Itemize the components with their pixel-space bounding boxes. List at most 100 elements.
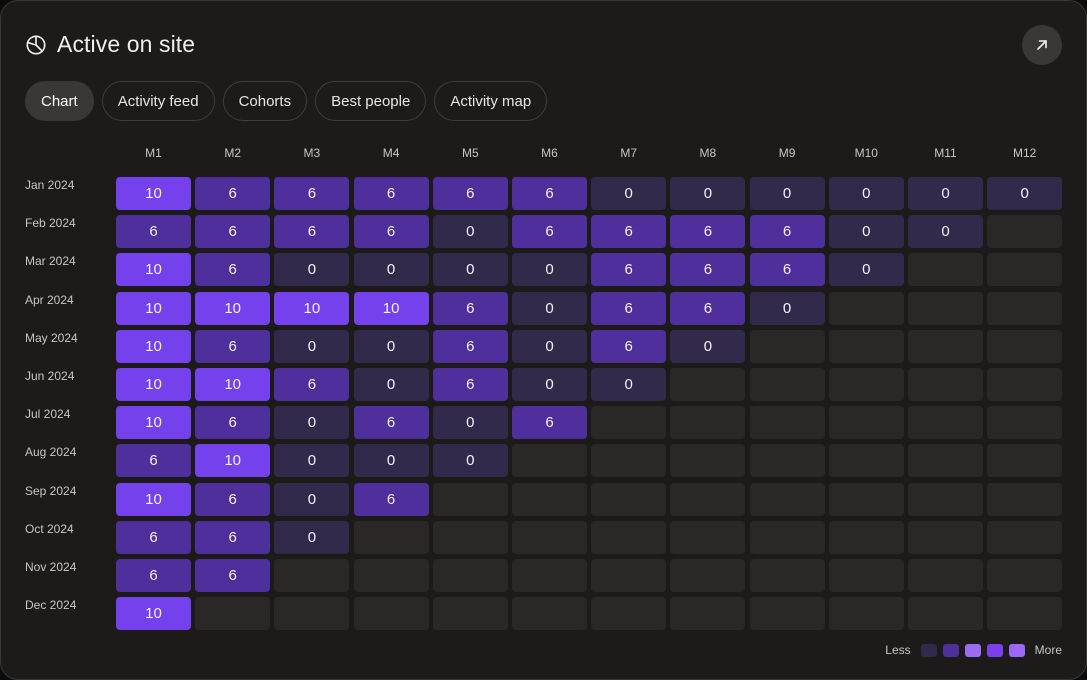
heatmap-cell: 6 bbox=[432, 329, 508, 363]
arrow-up-right-icon bbox=[1037, 40, 1047, 50]
heatmap-cell-empty bbox=[987, 291, 1063, 325]
heatmap-cell: 10 bbox=[116, 482, 191, 516]
tab-chart[interactable]: Chart bbox=[25, 81, 94, 121]
legend-less-label: Less bbox=[885, 643, 911, 657]
heatmap-cell: 6 bbox=[195, 253, 271, 287]
heatmap-cell-empty bbox=[987, 520, 1063, 554]
heatmap-cell-empty bbox=[749, 559, 825, 592]
card-header: Active on site bbox=[25, 31, 195, 58]
row-label: Jan 2024 bbox=[25, 178, 75, 192]
heatmap-cell: 10 bbox=[116, 406, 191, 440]
heatmap-legend: Less More bbox=[885, 643, 1062, 657]
heatmap-cell: 0 bbox=[274, 482, 350, 516]
heatmap-cell-empty bbox=[828, 444, 904, 478]
heatmap-cell-empty bbox=[670, 482, 746, 516]
heatmap-cell: 10 bbox=[116, 291, 191, 325]
heatmap-cell: 6 bbox=[274, 215, 350, 249]
heatmap-cell: 0 bbox=[512, 368, 587, 401]
expand-button[interactable] bbox=[1022, 25, 1062, 65]
heatmap-cell: 0 bbox=[591, 177, 667, 210]
heatmap-cell: 6 bbox=[670, 215, 746, 249]
heatmap-cell: 10 bbox=[274, 291, 350, 325]
heatmap-cell: 6 bbox=[749, 253, 825, 287]
heatmap-cell-empty bbox=[828, 559, 904, 592]
heatmap-cell-empty bbox=[195, 597, 271, 631]
heatmap-cell-empty bbox=[908, 482, 983, 516]
heatmap-cell-empty bbox=[591, 482, 667, 516]
heatmap-cell-empty bbox=[749, 482, 825, 516]
heatmap-cell: 6 bbox=[195, 559, 271, 592]
heatmap-cell-empty bbox=[987, 329, 1063, 363]
heatmap-cell: 10 bbox=[116, 368, 191, 401]
column-header-m4: M4 bbox=[382, 146, 400, 160]
row-label: Jul 2024 bbox=[25, 407, 71, 422]
heatmap-cell: 6 bbox=[749, 215, 825, 249]
heatmap-cell-empty bbox=[432, 482, 508, 516]
heatmap-cell-empty bbox=[749, 368, 825, 401]
heatmap-cell: 6 bbox=[512, 215, 587, 249]
heatmap-cell: 0 bbox=[749, 291, 825, 325]
heatmap-cell-empty bbox=[987, 444, 1063, 478]
heatmap-cell: 6 bbox=[591, 329, 667, 363]
heatmap-cell: 6 bbox=[195, 482, 271, 516]
heatmap-cell: 10 bbox=[195, 368, 271, 401]
heatmap-cell: 0 bbox=[353, 253, 429, 287]
row-label: Sep 2024 bbox=[25, 483, 77, 498]
heatmap-cell-empty bbox=[828, 406, 904, 440]
heatmap-cell: 6 bbox=[670, 291, 746, 325]
heatmap-cell: 0 bbox=[828, 253, 904, 287]
heatmap-cell: 6 bbox=[512, 406, 587, 440]
heatmap-cell-empty bbox=[828, 520, 904, 554]
heatmap-cell-empty bbox=[749, 520, 825, 554]
column-header-m10: M10 bbox=[854, 146, 878, 160]
heatmap-cell: 6 bbox=[432, 291, 508, 325]
heatmap-cell-empty bbox=[908, 368, 983, 401]
column-header-m11: M11 bbox=[934, 146, 957, 160]
heatmap-cell-empty bbox=[828, 482, 904, 516]
legend-swatch-1 bbox=[920, 643, 937, 657]
heatmap-cell: 6 bbox=[195, 406, 271, 440]
heatmap-cell: 0 bbox=[908, 215, 983, 249]
heatmap-cell-empty bbox=[828, 291, 904, 325]
heatmap-cell-empty bbox=[591, 559, 667, 592]
heatmap-cell: 0 bbox=[591, 368, 667, 401]
heatmap-cell-empty bbox=[908, 406, 983, 440]
tab-activity-feed[interactable]: Activity feed bbox=[101, 81, 215, 121]
heatmap-cell: 0 bbox=[274, 444, 350, 478]
column-header-m5: M5 bbox=[461, 146, 479, 160]
heatmap-cell: 6 bbox=[591, 291, 667, 325]
heatmap-cell: 10 bbox=[195, 291, 271, 325]
heatmap-cell: 6 bbox=[195, 177, 271, 210]
tab-cohorts[interactable]: Cohorts bbox=[222, 81, 308, 121]
column-header-m2: M2 bbox=[224, 146, 242, 160]
row-label: Nov 2024 bbox=[25, 560, 77, 574]
heatmap-cell: 6 bbox=[670, 253, 746, 287]
heatmap-cell: 0 bbox=[432, 253, 508, 287]
row-label: Oct 2024 bbox=[25, 521, 74, 536]
heatmap-cell-empty bbox=[670, 597, 746, 631]
heatmap-cell: 0 bbox=[274, 520, 350, 554]
heatmap-cell-empty bbox=[908, 559, 983, 592]
heatmap-cell-empty bbox=[987, 406, 1063, 440]
heatmap-cell: 0 bbox=[828, 215, 904, 249]
heatmap-cell-empty bbox=[512, 444, 587, 478]
tab-activity-map[interactable]: Activity map bbox=[434, 81, 548, 121]
heatmap-cell: 0 bbox=[749, 177, 825, 210]
heatmap-cell-empty bbox=[908, 520, 983, 554]
heatmap-cell: 0 bbox=[512, 329, 587, 363]
heatmap-cell: 6 bbox=[195, 520, 271, 554]
heatmap-cell: 10 bbox=[116, 253, 191, 287]
row-label: Jun 2024 bbox=[25, 369, 75, 383]
heatmap-cell: 0 bbox=[432, 406, 508, 440]
heatmap-cell-empty bbox=[749, 329, 825, 363]
heatmap-cell: 0 bbox=[512, 253, 587, 287]
heatmap-cell-empty bbox=[908, 329, 983, 363]
heatmap-cell-empty bbox=[908, 253, 983, 287]
pie-chart-icon bbox=[26, 34, 46, 55]
heatmap-cell: 6 bbox=[512, 177, 587, 210]
heatmap-cell-empty bbox=[749, 597, 825, 631]
tab-best-people[interactable]: Best people bbox=[315, 81, 427, 121]
heatmap-cell-empty bbox=[670, 520, 746, 554]
column-header-m9: M9 bbox=[778, 146, 796, 160]
tab-bar: Chart Activity feed Cohorts Best people … bbox=[25, 81, 548, 121]
